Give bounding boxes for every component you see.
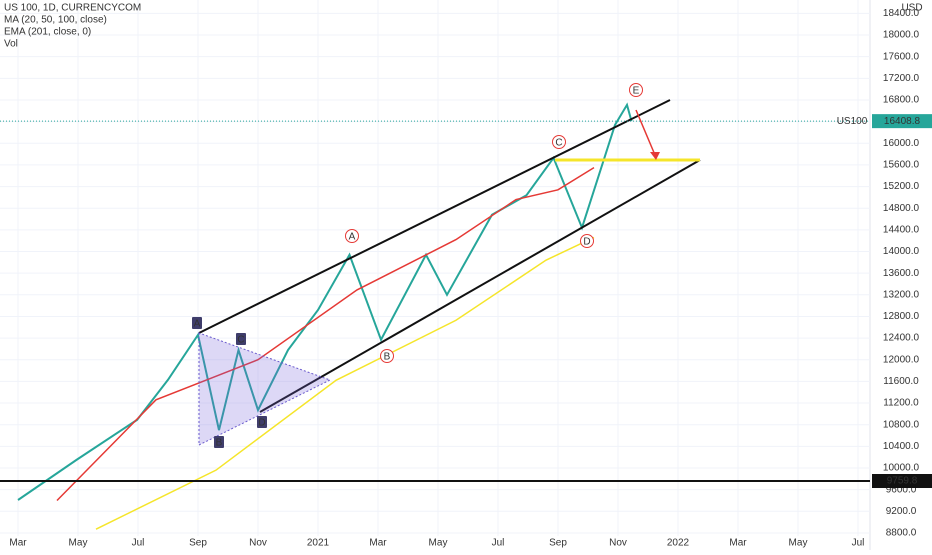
x-tick-label: Nov	[249, 538, 267, 549]
legend: US 100, 1D, CURRENCYCOM MA (20, 50, 100,…	[4, 3, 141, 50]
y-tick-label: 12400.0	[883, 333, 920, 344]
x-tick-label: May	[429, 538, 448, 549]
annotation-circle	[580, 234, 594, 248]
y-tick-label: 9200.0	[886, 506, 917, 517]
last-price-name: US100	[837, 116, 868, 127]
annotation: B	[216, 438, 223, 449]
annotation-circle	[552, 135, 566, 149]
y-tick-label: 12000.0	[883, 354, 920, 365]
y-tick-label: 14000.0	[883, 246, 920, 257]
x-tick-label: 2022	[667, 538, 690, 549]
annotation-circle	[629, 83, 643, 97]
last-price-tag	[872, 114, 932, 129]
plot	[0, 0, 870, 536]
x-tick-label: Sep	[549, 538, 567, 549]
x-tick-label: Mar	[729, 538, 747, 549]
y-tick-label: 18400.0	[883, 8, 920, 19]
y-tick-label: 10000.0	[883, 463, 920, 474]
x-tick-label: May	[789, 538, 808, 549]
y-tick-label: 13200.0	[883, 289, 920, 300]
x-tick-label: Nov	[609, 538, 627, 549]
annotation: E	[633, 86, 640, 97]
level-label: 9759.8	[887, 476, 918, 487]
annotation: A	[349, 232, 356, 243]
x-tick-label: Jul	[852, 538, 865, 549]
legend-ma: MA (20, 50, 100, close)	[4, 15, 107, 26]
channel-upper	[198, 99, 671, 334]
x-tick-label: Mar	[369, 538, 387, 549]
y-tick-label: 10800.0	[883, 419, 920, 430]
y-tick-label: 13600.0	[883, 268, 920, 279]
x-tick-label: May	[69, 538, 88, 549]
annotation-box	[236, 333, 246, 345]
y-tick-label: 16000.0	[883, 138, 920, 149]
y-tick-label: 18000.0	[883, 30, 920, 41]
x-tick-label: Mar	[9, 538, 27, 549]
triangle	[198, 332, 332, 446]
arrow	[635, 109, 656, 156]
x-tick-label: Jul	[132, 538, 145, 549]
annotation: B	[384, 352, 391, 363]
y-tick-label: 16800.0	[883, 95, 920, 106]
legend-ema: EMA (201, close, 0)	[4, 27, 91, 38]
y-tick-label: 11600.0	[883, 376, 919, 387]
y-tick-label: 14400.0	[883, 225, 920, 236]
x-tick-label: 2021	[307, 538, 330, 549]
annotation: C	[237, 335, 244, 346]
y-tick-label: 15200.0	[883, 181, 920, 192]
annotation: A	[194, 319, 201, 330]
y-tick-label: 9600.0	[886, 484, 917, 495]
arrow-head	[650, 152, 660, 160]
y-tick-label: 14800.0	[883, 203, 920, 214]
last-price-label: 16408.8	[884, 116, 921, 127]
annotation-box	[192, 317, 202, 329]
annotation: D	[583, 237, 590, 248]
series-line	[95, 236, 595, 530]
y-tick-label: 15600.0	[883, 160, 920, 171]
annotation: C	[555, 138, 562, 149]
annotation-circle	[345, 229, 359, 243]
legend-title: US 100, 1D, CURRENCYCOM	[4, 3, 141, 14]
y-tick-label: 11200.0	[883, 398, 919, 409]
series-line	[17, 102, 633, 501]
legend-vol: Vol	[4, 39, 18, 50]
annotation: D	[258, 418, 265, 429]
y-tick-label: 8800.0	[886, 528, 917, 539]
annotation-box	[214, 436, 224, 448]
annotation-box	[257, 416, 267, 428]
level-tag	[872, 474, 932, 489]
y-tick-label: 17200.0	[883, 73, 920, 84]
y-tick-label: 17600.0	[883, 51, 920, 62]
series-line	[56, 166, 595, 502]
channel-lower	[259, 159, 701, 413]
y-tick-label: 12800.0	[883, 311, 920, 322]
x-tick-label: Jul	[492, 538, 505, 549]
y-tick-label: 10400.0	[883, 441, 920, 452]
x-tick-label: Sep	[189, 538, 207, 549]
annotation-circle	[380, 349, 394, 363]
currency: USD	[901, 3, 922, 14]
